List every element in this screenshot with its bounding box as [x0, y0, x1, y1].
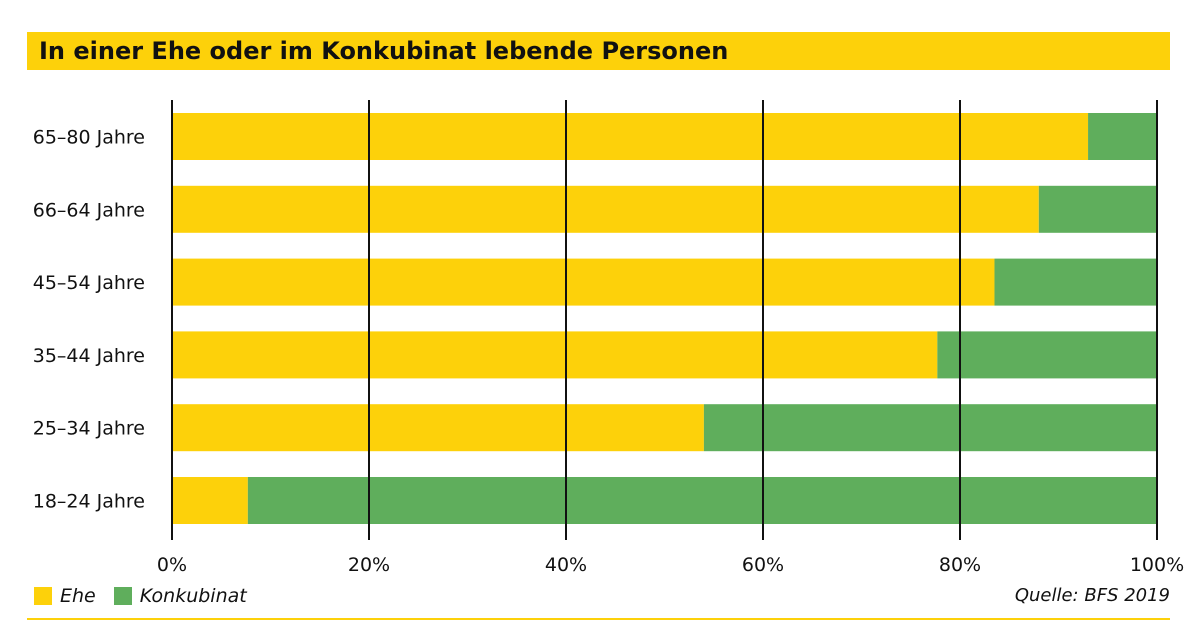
bar-ehe-5 [172, 477, 248, 524]
x-tick-label: 60% [742, 554, 784, 576]
bar-ehe-4 [172, 404, 704, 452]
category-label: 66–64 Jahre [33, 199, 145, 221]
bar-konkubinat-4 [703, 404, 1157, 452]
category-label: 18–24 Jahre [33, 491, 145, 513]
bar-konkubinat-5 [247, 477, 1158, 524]
legend-label-konkubinat: Konkubinat [139, 585, 247, 607]
bar-ehe-0 [172, 113, 1089, 160]
x-tick-label: 40% [545, 554, 587, 576]
bar-ehe-3 [172, 331, 938, 379]
footer-divider [27, 618, 1170, 620]
legend-swatch-konkubinat [113, 587, 132, 605]
chart-title: In einer Ehe oder im Konkubinat lebende … [39, 37, 729, 65]
legend-item-konkubinat: Konkubinat [113, 585, 247, 607]
bar-konkubinat-1 [1038, 185, 1157, 233]
category-label: 45–54 Jahre [33, 272, 145, 294]
legend: Ehe Konkubinat [34, 584, 265, 608]
bar-ehe-2 [172, 258, 995, 306]
x-tick-label: 20% [348, 554, 390, 576]
category-label: 25–34 Jahre [33, 418, 145, 440]
x-tick-label: 100% [1130, 554, 1184, 576]
title-bar: In einer Ehe oder im Konkubinat lebende … [27, 32, 1170, 70]
x-tick-label: 0% [157, 554, 187, 576]
legend-item-ehe: Ehe [34, 585, 96, 607]
category-label: 65–80 Jahre [33, 127, 145, 149]
bar-ehe-1 [172, 185, 1039, 233]
x-tick-label: 80% [939, 554, 981, 576]
legend-label-ehe: Ehe [60, 585, 96, 607]
bar-konkubinat-0 [1088, 113, 1157, 160]
category-label: 35–44 Jahre [33, 345, 145, 367]
source-note: Quelle: BFS 2019 [1014, 585, 1170, 606]
bar-konkubinat-2 [994, 258, 1157, 306]
bar-konkubinat-3 [937, 331, 1157, 379]
legend-swatch-ehe [34, 587, 52, 605]
